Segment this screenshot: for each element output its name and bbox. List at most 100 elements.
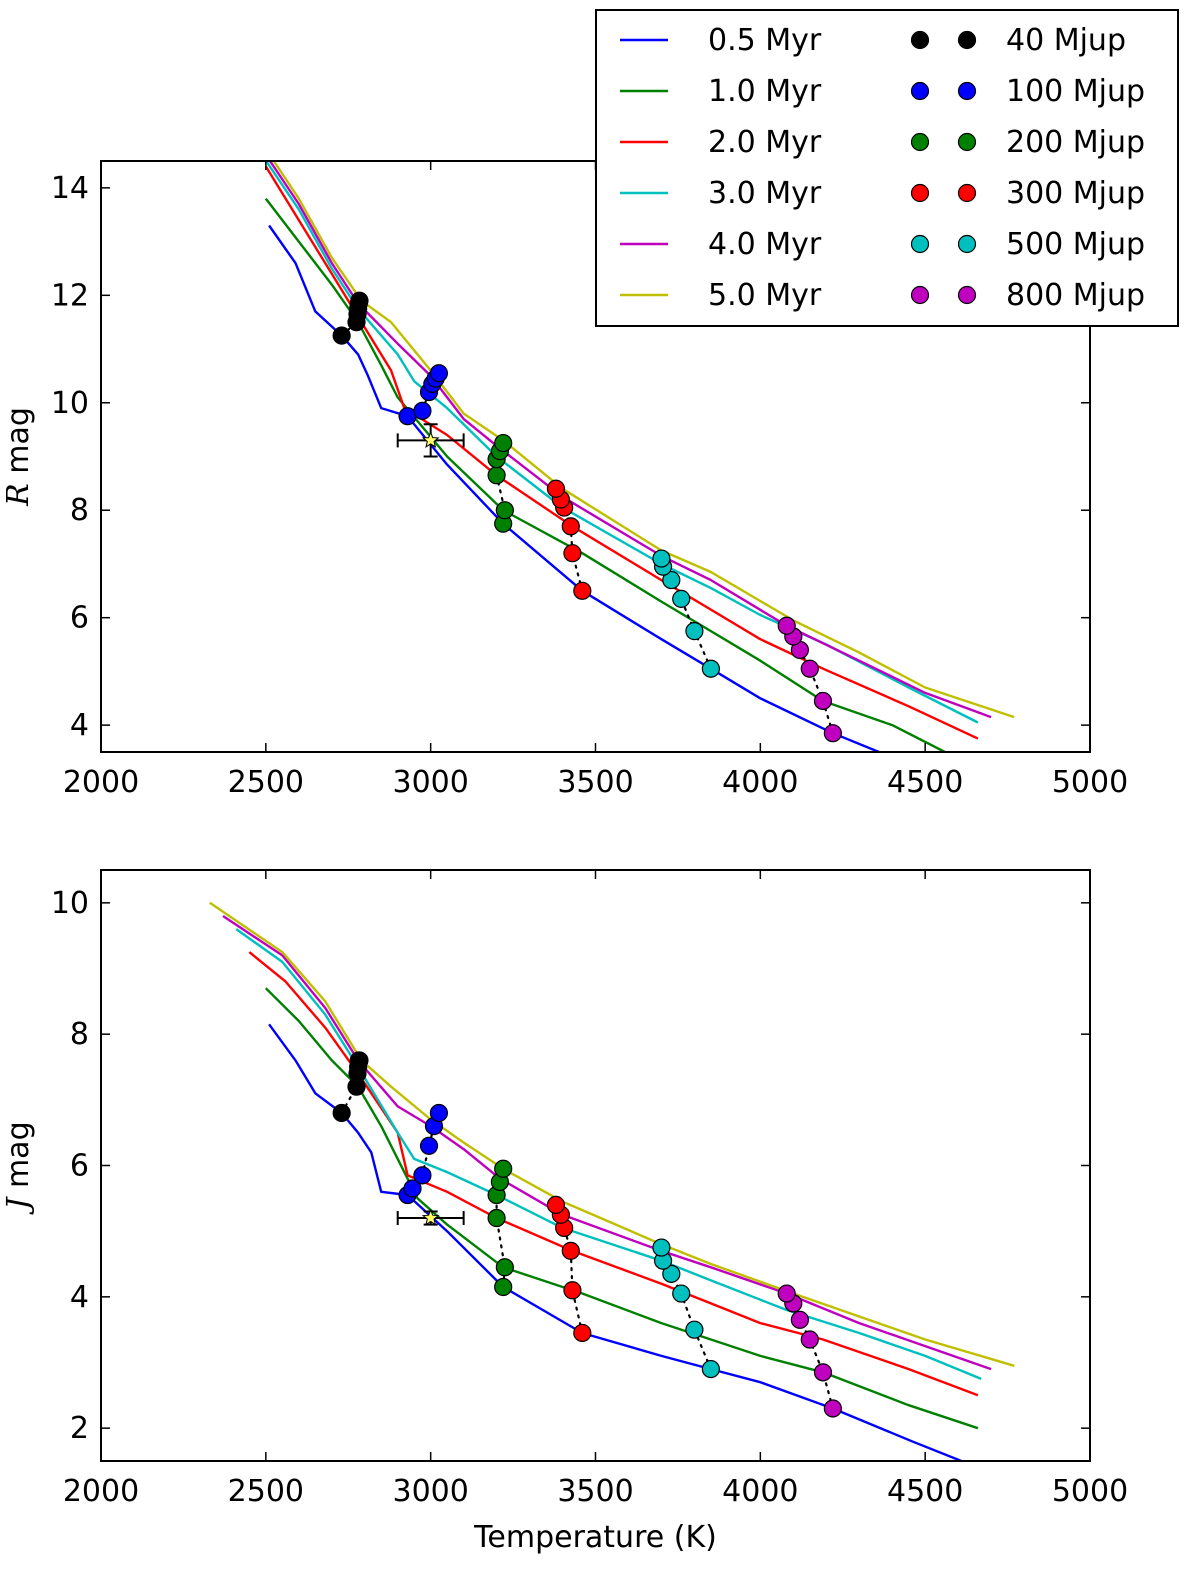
mass-point-300-mjup-2 xyxy=(561,517,580,536)
star-marker xyxy=(421,431,440,449)
mass-point-500-mjup-2 xyxy=(672,1284,691,1303)
x-tick-label: 4500 xyxy=(887,1474,963,1509)
plot-area xyxy=(264,161,1015,752)
y-tick-label: 8 xyxy=(70,493,89,528)
series-line-1-0-myr xyxy=(264,987,979,1430)
x-tick-label: 4000 xyxy=(722,1474,798,1509)
x-tick-label: 5000 xyxy=(1052,1474,1128,1509)
mass-point-300-mjup-1 xyxy=(563,544,582,563)
mass-point-800-mjup-2 xyxy=(800,1330,819,1349)
mass-point-100-mjup-1 xyxy=(403,1179,422,1198)
y-tick-label: 2 xyxy=(70,1411,89,1446)
mass-point-100-mjup-3 xyxy=(419,1136,439,1155)
mass-point-800-mjup-1 xyxy=(813,1363,833,1382)
mass-point-200-mjup-2 xyxy=(487,1208,506,1228)
legend-line-label: 5.0 Myr xyxy=(708,278,822,313)
mass-point-500-mjup-1 xyxy=(685,1320,704,1339)
x-tick-label: 3500 xyxy=(557,765,633,800)
mass-point-200-mjup-1 xyxy=(495,501,514,520)
x-tick-label: 2500 xyxy=(228,1474,304,1509)
y-tick-label: 4 xyxy=(70,708,89,743)
mass-point-200-mjup-5 xyxy=(494,433,513,453)
legend-box xyxy=(595,9,1179,327)
legend-marker-label: 800 Mjup xyxy=(1006,278,1145,313)
mass-point-800-mjup-5 xyxy=(777,616,796,635)
axes-frame xyxy=(100,869,1091,1462)
x-tick-label: 4000 xyxy=(722,765,798,800)
x-tick-label: 4500 xyxy=(887,765,963,800)
y-tick-label: 12 xyxy=(51,278,89,313)
x-tick-label: 3000 xyxy=(392,765,468,800)
mass-point-200-mjup-0 xyxy=(494,1277,513,1297)
legend-marker-label: 200 Mjup xyxy=(1006,125,1145,160)
mass-point-800-mjup-0 xyxy=(823,724,842,743)
mass-point-40-mjup-0 xyxy=(332,326,351,345)
mass-point-200-mjup-1 xyxy=(495,1258,514,1277)
mass-point-300-mjup-2 xyxy=(561,1241,580,1260)
mass-point-300-mjup-5 xyxy=(546,479,566,498)
y-tick-label: 14 xyxy=(51,171,89,206)
y-tick-label: 4 xyxy=(70,1280,89,1315)
x-tick-label: 2500 xyxy=(228,765,304,800)
top-panel-r-mag: 2000 2500 3000 3500 4000 4500 5000 4 6 8 10 12 14 R m… xyxy=(1,160,1128,800)
mass-point-300-mjup-0 xyxy=(573,581,592,600)
legend-marker-swatch xyxy=(910,132,930,152)
mass-point-800-mjup-5 xyxy=(777,1284,796,1303)
mass-point-300-mjup-5 xyxy=(546,1195,566,1215)
series-line-2-0-myr xyxy=(248,951,979,1397)
series-line-3-0-myr xyxy=(235,928,982,1381)
legend-marker-label: 40 Mjup xyxy=(1006,23,1126,58)
mass-point-300-mjup-0 xyxy=(573,1323,592,1343)
y-tick-label: 10 xyxy=(51,386,89,421)
x-tick-label: 2000 xyxy=(63,765,139,800)
y-tick-label: 8 xyxy=(70,1017,89,1052)
mass-point-40-mjup-5 xyxy=(350,291,369,310)
legend: 0.5 Myr 1.0 Myr 2.0 Myr 3.0 Myr 4.0 Myr 5.0 M… xyxy=(595,9,1179,327)
y-axis-label: J mag xyxy=(1,1121,36,1215)
mass-point-200-mjup-2 xyxy=(487,466,506,485)
x-axis-label: Temperature (K) xyxy=(473,1520,717,1555)
bottom-panel-j-mag: 2000 2500 3000 3500 4000 4500 5000 2 4 6 8 10 J mag T… xyxy=(1,869,1128,1555)
y-tick-label: 6 xyxy=(70,1149,89,1184)
legend-marker-swatch xyxy=(910,285,930,305)
legend-marker-swatch xyxy=(910,183,930,203)
y-tick-label: 6 xyxy=(70,601,89,636)
series-line-4-0-myr xyxy=(222,915,992,1371)
legend-marker-swatch xyxy=(910,81,930,101)
legend-marker-swatch xyxy=(957,132,977,152)
mass-point-800-mjup-3 xyxy=(790,1310,809,1329)
mass-point-800-mjup-1 xyxy=(813,691,833,711)
legend-marker-swatch xyxy=(957,81,977,101)
legend-marker-swatch xyxy=(957,234,977,254)
mass-point-500-mjup-0 xyxy=(701,659,720,678)
mass-point-40-mjup-0 xyxy=(332,1103,351,1123)
plot-area xyxy=(209,901,1015,1461)
x-tick-label: 5000 xyxy=(1052,765,1128,800)
y-axis-label: R mag xyxy=(1,407,36,507)
legend-marker-swatch xyxy=(910,30,930,50)
legend-marker-label: 100 Mjup xyxy=(1006,74,1145,109)
legend-line-label: 3.0 Myr xyxy=(708,176,822,211)
mass-point-500-mjup-3 xyxy=(662,1264,681,1283)
series-line-5-0-myr xyxy=(209,901,1015,1367)
x-tick-label: 3000 xyxy=(392,1474,468,1509)
series-line-0-5-myr xyxy=(268,1023,962,1461)
legend-marker-swatch xyxy=(957,285,977,305)
legend-marker-swatch xyxy=(910,234,930,254)
legend-marker-swatch xyxy=(957,30,977,50)
star-marker xyxy=(421,1208,440,1226)
x-tick-label: 2000 xyxy=(63,1474,139,1509)
legend-marker-label: 300 Mjup xyxy=(1006,176,1145,211)
mass-point-100-mjup-5 xyxy=(429,364,449,383)
mass-point-500-mjup-3 xyxy=(662,570,681,590)
legend-marker-label: 500 Mjup xyxy=(1006,227,1145,262)
y-tick-label: 10 xyxy=(51,886,89,921)
legend-line-label: 0.5 Myr xyxy=(708,23,822,58)
legend-marker-swatch xyxy=(957,183,977,203)
mass-point-800-mjup-2 xyxy=(800,659,819,678)
mass-point-500-mjup-2 xyxy=(672,589,691,608)
mass-track-100-mjup xyxy=(406,1111,440,1197)
mass-point-200-mjup-5 xyxy=(494,1159,513,1178)
mass-point-500-mjup-5 xyxy=(652,1238,671,1257)
